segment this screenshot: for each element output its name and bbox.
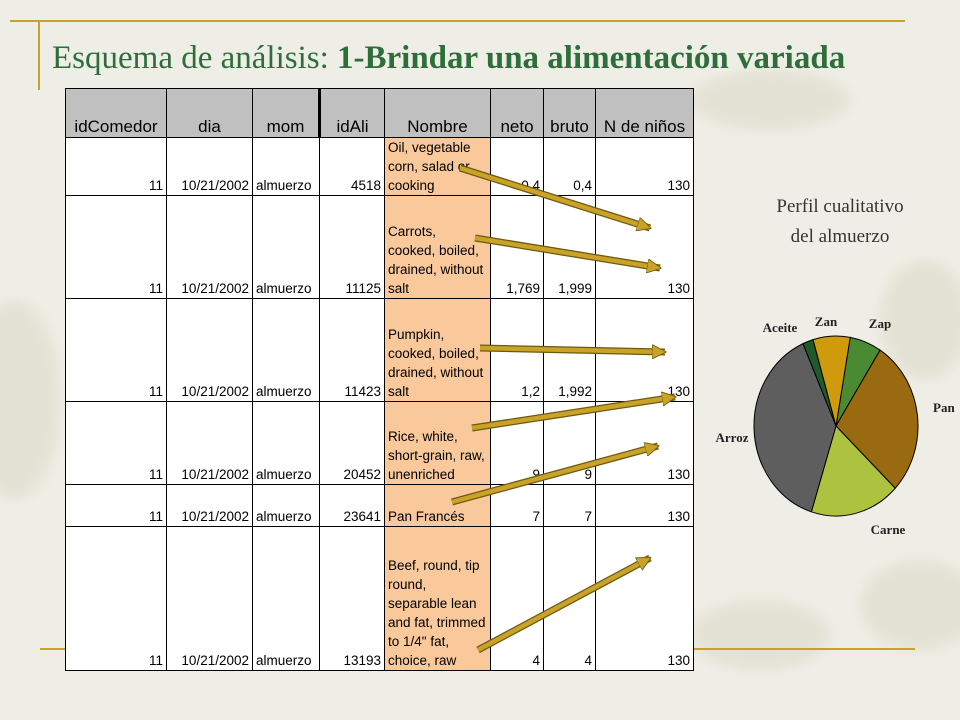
pie-title-line2: del almuerzo [790,226,890,247]
pie-label-aceite: Aceite [763,320,798,335]
cell-nombre: Oil, vegetable corn, salad or cooking [384,137,491,196]
background-texture [860,560,960,650]
cell-dia: 10/21/2002 [166,137,253,196]
table-row: 11 10/21/2002 almuerzo 13193 Beef, round… [65,526,694,671]
table-row: 11 10/21/2002 almuerzo 23641 Pan Francés… [65,484,694,527]
cell-nombre: Beef, round, tip round, separable lean a… [384,526,491,671]
column-header-neto: neto [490,88,544,138]
cell-idali: 11125 [319,195,385,299]
pie-label-pan: Pan [933,400,955,415]
cell-idali: 20452 [319,401,385,485]
cell-neto: 4 [490,526,544,671]
column-header-bruto: bruto [543,88,596,138]
cell-dia: 10/21/2002 [166,484,253,527]
column-header-nombre: Nombre [384,88,491,138]
arrow-icon [476,556,650,652]
slide-title: Esquema de análisis: 1-Brindar una alime… [52,40,845,77]
arrow-icon [471,397,675,431]
pie-slice-pan [835,349,919,489]
arrow-icon [479,348,665,352]
table-row: 11 10/21/2002 almuerzo 4518 Oil, vegetab… [65,137,694,196]
cell-mom: almuerzo [252,298,320,402]
top-rule [10,20,905,22]
cell-nombre: Pumpkin, cooked, boiled, drained, withou… [384,298,491,402]
cell-mom: almuerzo [252,484,320,527]
table-row: 11 10/21/2002 almuerzo 20452 Rice, white… [65,401,694,485]
cell-bruto: 7 [543,484,596,527]
column-header-idali: idAli [318,88,385,138]
pie-title-line1: Perfil cualitativo [776,196,904,217]
cell-nombre: Carrots, cooked, boiled, drained, withou… [384,195,491,299]
pie-chart-title: Perfil cualitativo del almuerzo [740,192,940,252]
table-row: 11 10/21/2002 almuerzo 11125 Carrots, co… [65,195,694,299]
pie-label-zan: Zan [815,314,838,329]
background-texture [690,70,850,130]
arrow-icon [459,165,650,228]
left-rule [38,22,40,90]
pie-slice-zan [812,335,851,427]
cell-idcomedor: 11 [65,298,167,402]
cell-bruto: 0,4 [543,137,596,196]
title-bold: 1-Brindar una alimentación variada [337,40,846,76]
background-texture [690,600,830,670]
pie-label-arroz: Arroz [716,430,749,445]
cell-idcomedor: 11 [65,401,167,485]
cell-mom: almuerzo [252,195,320,299]
cell-n-ninos: 130 [595,195,694,299]
cell-idcomedor: 11 [65,526,167,671]
column-header-n-ninos: N de niños [595,88,694,138]
cell-dia: 10/21/2002 [166,195,253,299]
arrow-icon [474,235,660,268]
pie-chart: Zap Pan Carne Arroz Aceite Zan [716,314,956,537]
pie-slice-arroz [753,342,837,513]
cell-n-ninos: 130 [595,526,694,671]
cell-nombre: Rice, white, short-grain, raw, unenriche… [384,401,491,485]
cell-idcomedor: 11 [65,195,167,299]
cell-mom: almuerzo [252,401,320,485]
arrow-group [451,164,675,654]
background-texture [880,260,960,380]
table-header-row: idComedor dia mom idAli Nombre neto brut… [65,88,694,138]
cell-dia: 10/21/2002 [166,526,253,671]
cell-dia: 10/21/2002 [166,298,253,402]
cell-idali: 23641 [319,484,385,527]
pie-slice-carne [810,425,896,517]
pie-label-zap: Zap [869,316,891,331]
arrow-icon [451,446,658,505]
title-regular: Esquema de análisis: [52,40,338,76]
cell-n-ninos: 130 [595,484,694,527]
pie-label-carne: Carne [871,522,906,537]
